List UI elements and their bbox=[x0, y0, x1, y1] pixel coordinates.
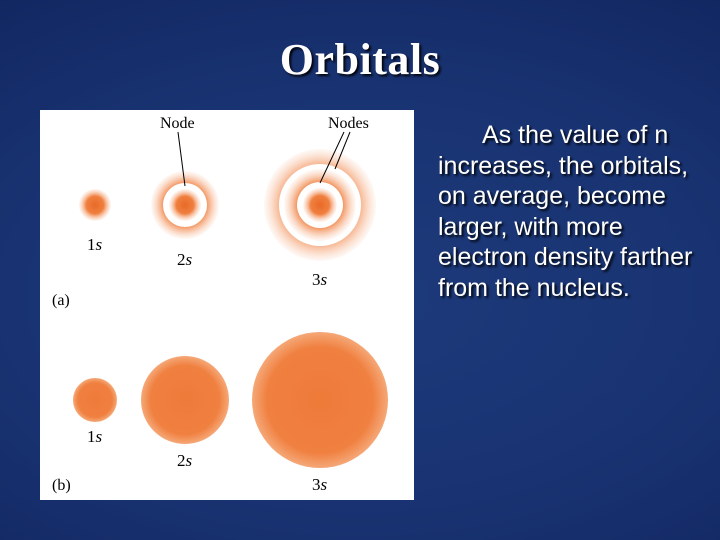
orbital-3s-a bbox=[264, 149, 376, 261]
orbital-2s-a bbox=[151, 171, 219, 239]
label-1s-b: 1s bbox=[87, 427, 103, 446]
slide-body: As the value of n increases, the orbital… bbox=[438, 120, 698, 303]
node-label: Node bbox=[160, 115, 195, 132]
label-2s-b: 2s bbox=[177, 451, 193, 470]
row-b-tag: (b) bbox=[52, 477, 71, 494]
orbitals-svg: Node Nodes 1s 2s 3s (a) 1s 2s 3s (b) bbox=[40, 110, 414, 500]
label-2s-a: 2s bbox=[177, 250, 193, 269]
slide-title: Orbitals bbox=[0, 34, 720, 85]
body-text-content: As the value of n increases, the orbital… bbox=[438, 121, 692, 302]
orbital-3s-b bbox=[252, 332, 388, 468]
nodes-label: Nodes bbox=[328, 115, 369, 132]
orbital-2s-b bbox=[141, 356, 229, 444]
label-3s-a: 3s bbox=[312, 270, 328, 289]
slide: Orbitals bbox=[0, 0, 720, 540]
label-1s-a: 1s bbox=[87, 235, 103, 254]
orbital-1s-b bbox=[73, 378, 117, 422]
label-3s-b: 3s bbox=[312, 475, 328, 494]
row-a-tag: (a) bbox=[52, 292, 70, 309]
orbitals-figure: Node Nodes 1s 2s 3s (a) 1s 2s 3s (b) bbox=[40, 110, 414, 500]
orbital-1s-a bbox=[79, 189, 111, 221]
